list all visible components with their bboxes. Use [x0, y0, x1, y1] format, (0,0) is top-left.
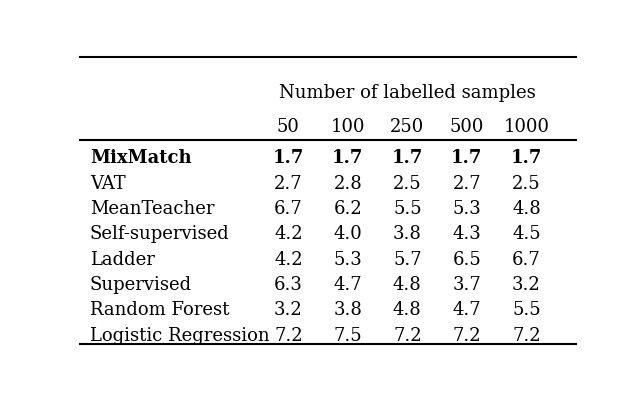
Text: 100: 100	[331, 118, 365, 136]
Text: 3.8: 3.8	[393, 225, 422, 243]
Text: 250: 250	[390, 118, 424, 136]
Text: 7.2: 7.2	[274, 326, 303, 344]
Text: 5.3: 5.3	[333, 250, 362, 268]
Text: 2.5: 2.5	[512, 174, 541, 192]
Text: 1000: 1000	[504, 118, 549, 136]
Text: 2.5: 2.5	[393, 174, 422, 192]
Text: 1.7: 1.7	[451, 149, 483, 167]
Text: 4.8: 4.8	[393, 275, 422, 293]
Text: Logistic Regression: Logistic Regression	[90, 326, 269, 344]
Text: MixMatch: MixMatch	[90, 149, 191, 167]
Text: 1.7: 1.7	[392, 149, 423, 167]
Text: 4.7: 4.7	[452, 301, 481, 319]
Text: 6.5: 6.5	[452, 250, 481, 268]
Text: 6.3: 6.3	[274, 275, 303, 293]
Text: 4.8: 4.8	[393, 301, 422, 319]
Text: MeanTeacher: MeanTeacher	[90, 199, 214, 217]
Text: 2.7: 2.7	[452, 174, 481, 192]
Text: 7.5: 7.5	[333, 326, 362, 344]
Text: 5.5: 5.5	[393, 199, 422, 217]
Text: 4.2: 4.2	[274, 225, 303, 243]
Text: 50: 50	[277, 118, 300, 136]
Text: 4.8: 4.8	[512, 199, 541, 217]
Text: 6.2: 6.2	[333, 199, 362, 217]
Text: 4.3: 4.3	[452, 225, 481, 243]
Text: 3.2: 3.2	[274, 301, 303, 319]
Text: 5.3: 5.3	[452, 199, 481, 217]
Text: 1.7: 1.7	[332, 149, 364, 167]
Text: 1.7: 1.7	[273, 149, 304, 167]
Text: Random Forest: Random Forest	[90, 301, 229, 319]
Text: 7.2: 7.2	[452, 326, 481, 344]
Text: Number of labelled samples: Number of labelled samples	[279, 84, 536, 102]
Text: 4.2: 4.2	[274, 250, 303, 268]
Text: 5.7: 5.7	[393, 250, 422, 268]
Text: 2.8: 2.8	[333, 174, 362, 192]
Text: 500: 500	[450, 118, 484, 136]
Text: 1.7: 1.7	[511, 149, 542, 167]
Text: 5.5: 5.5	[512, 301, 541, 319]
Text: 4.7: 4.7	[333, 275, 362, 293]
Text: 7.2: 7.2	[393, 326, 422, 344]
Text: Self-supervised: Self-supervised	[90, 225, 230, 243]
Text: 7.2: 7.2	[512, 326, 541, 344]
Text: 3.2: 3.2	[512, 275, 541, 293]
Text: 6.7: 6.7	[512, 250, 541, 268]
Text: 3.7: 3.7	[452, 275, 481, 293]
Text: 3.8: 3.8	[333, 301, 362, 319]
Text: Ladder: Ladder	[90, 250, 155, 268]
Text: 2.7: 2.7	[274, 174, 303, 192]
Text: Supervised: Supervised	[90, 275, 192, 293]
Text: 4.5: 4.5	[512, 225, 541, 243]
Text: 6.7: 6.7	[274, 199, 303, 217]
Text: VAT: VAT	[90, 174, 125, 192]
Text: 4.0: 4.0	[333, 225, 362, 243]
